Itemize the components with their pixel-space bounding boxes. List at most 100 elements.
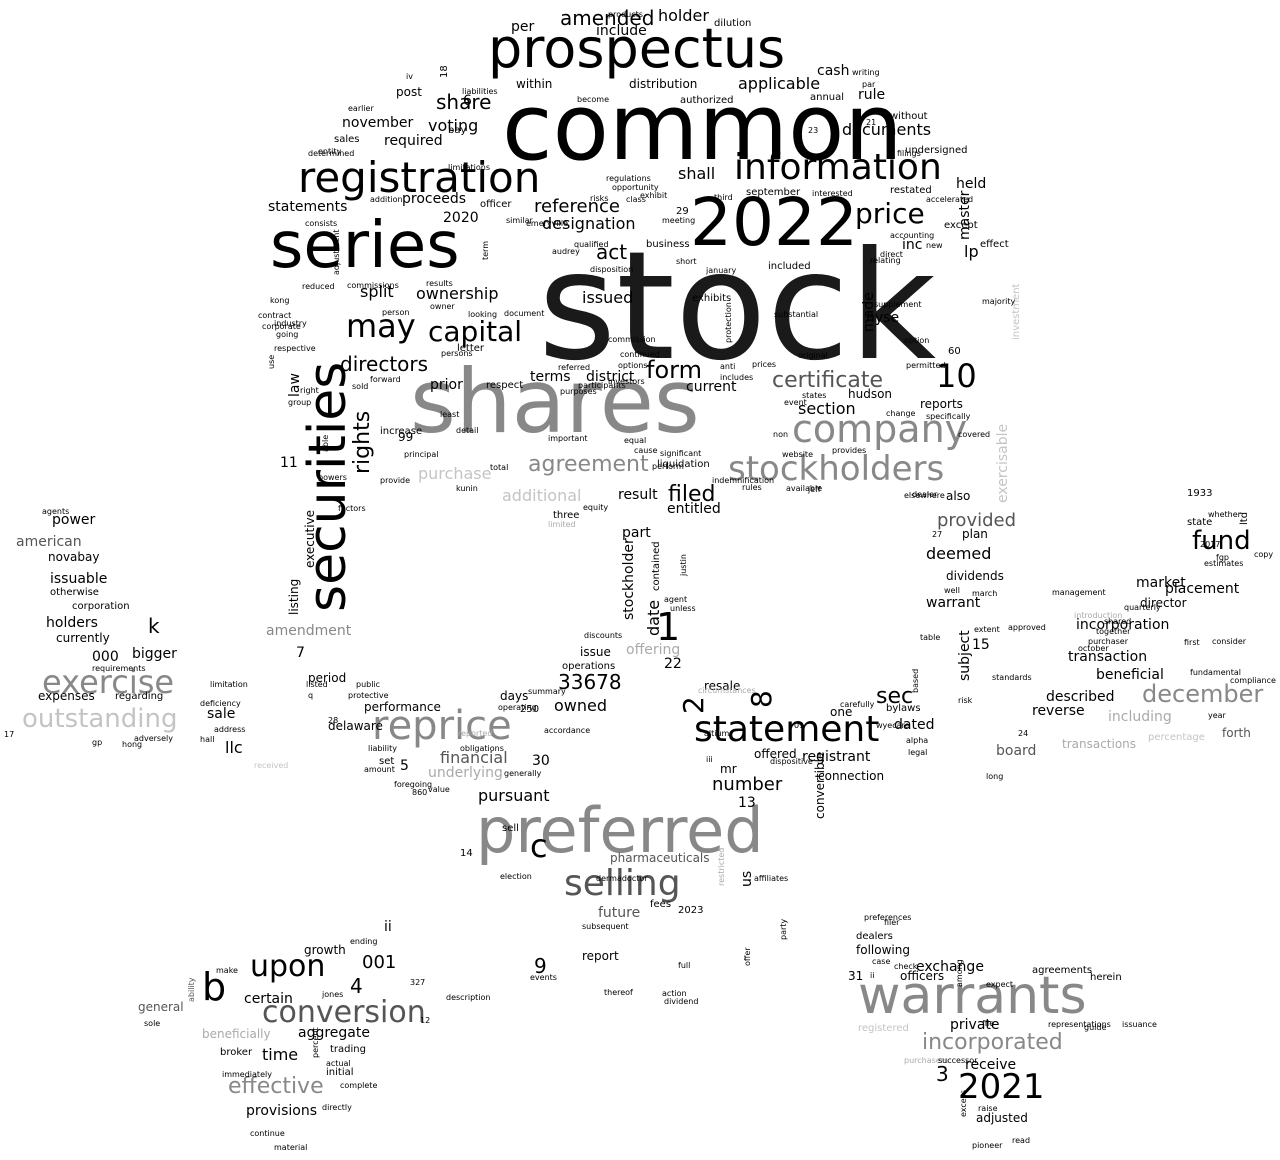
cloud-word: registration: [298, 153, 541, 202]
cloud-word: incorporation: [1076, 617, 1170, 633]
cloud-word: contained: [651, 541, 662, 591]
cloud-word: dividends: [946, 569, 1004, 583]
cloud-word: nyse: [866, 310, 900, 326]
cloud-word: non: [773, 430, 789, 439]
cloud-word: growth: [304, 943, 346, 957]
cloud-word: actual: [326, 1059, 351, 1068]
cloud-word: aggregate: [298, 1025, 370, 1041]
cloud-word: 15: [972, 637, 990, 653]
cloud-word: 60: [948, 346, 961, 357]
cloud-word: reduced: [302, 282, 335, 291]
cloud-word: 250: [520, 704, 540, 715]
cloud-word: class: [626, 195, 646, 204]
cloud-word: received: [254, 761, 289, 770]
cloud-word: statement: [694, 709, 880, 750]
cloud-word: provides: [832, 446, 867, 455]
cloud-word: 860: [412, 788, 428, 797]
cloud-word: upon: [250, 949, 326, 984]
cloud-word: ii: [384, 919, 392, 935]
cloud-word: respective: [274, 344, 316, 353]
cloud-word: one: [830, 705, 853, 719]
cloud-word: described: [1046, 689, 1115, 705]
cloud-word: 2020: [443, 210, 479, 226]
cloud-word: reported: [458, 729, 493, 738]
cloud-word: sold: [352, 382, 369, 391]
cloud-word: factors: [338, 504, 366, 513]
cloud-word: resale: [704, 679, 741, 693]
cloud-word: respect: [486, 380, 524, 391]
cloud-word: continued: [620, 350, 660, 359]
cloud-word: amendment: [266, 623, 352, 639]
cloud-word: dilution: [714, 18, 752, 29]
cloud-word: 22: [664, 656, 682, 672]
cloud-word: officers: [900, 969, 945, 983]
cloud-word: 7: [296, 645, 305, 661]
cloud-word: summary: [528, 687, 566, 696]
cloud-word: dealers: [856, 931, 893, 942]
cloud-word: among: [955, 959, 964, 987]
cloud-word: october: [1078, 644, 1109, 653]
cloud-word: date: [644, 599, 663, 636]
cloud-word: registered: [858, 1023, 909, 1034]
cloud-word: includes: [720, 373, 754, 382]
cloud-word: increase: [380, 426, 423, 437]
cloud-word: designation: [542, 214, 636, 233]
cloud-word: carefully: [840, 700, 875, 709]
cloud-word: additional: [502, 486, 582, 505]
cloud-word: par: [862, 80, 876, 89]
cloud-word: cause: [634, 446, 658, 455]
cloud-word: restated: [890, 185, 932, 196]
cloud-word: otherwise: [50, 587, 99, 598]
cloud-word: holders: [46, 615, 98, 631]
cloud-word: stockholders: [728, 449, 945, 489]
cloud-word: accordance: [544, 726, 591, 735]
cloud-word: held: [956, 176, 987, 192]
cloud-word: officer: [480, 199, 512, 210]
cloud-word: 9: [534, 954, 547, 978]
cloud-word: applicable: [738, 74, 821, 93]
cloud-word: board: [996, 743, 1037, 759]
cloud-word: limitations: [448, 163, 490, 172]
cloud-word: company: [792, 407, 968, 451]
cloud-word: may: [346, 307, 416, 345]
cloud-word: opportunity: [612, 183, 659, 192]
cloud-word: legal: [908, 748, 928, 757]
cloud-word: certain: [244, 991, 293, 1007]
cloud-word: result: [618, 487, 658, 503]
cloud-word: altium: [704, 729, 730, 738]
cloud-word: management: [1052, 588, 1106, 597]
cloud-word: part: [622, 525, 651, 541]
cloud-word: letter: [457, 343, 485, 354]
cloud-word: generally: [504, 769, 542, 778]
cloud-word: terms: [530, 369, 571, 385]
cloud-word: q: [308, 691, 314, 700]
cloud-word: estimates: [1204, 559, 1244, 568]
cloud-word: september: [746, 187, 801, 198]
cloud-word: approved: [1008, 623, 1046, 632]
cloud-word: excess: [959, 1089, 968, 1117]
cloud-word: iii: [706, 755, 713, 764]
cloud-word: jones: [322, 990, 344, 999]
cloud-word: event: [784, 398, 807, 407]
cloud-word: 2022: [690, 184, 858, 261]
cloud-word: offer: [743, 947, 752, 966]
cloud-word: representations: [1048, 1020, 1111, 1029]
cloud-word: description: [446, 993, 491, 1002]
cloud-word: per: [511, 19, 535, 35]
cloud-word: required: [384, 133, 443, 149]
cloud-word: us: [739, 870, 755, 887]
cloud-word: year: [1208, 711, 1226, 720]
cloud-word: incorporated: [922, 1030, 1063, 1055]
cloud-word: accounting: [890, 231, 935, 240]
cloud-word: extent: [974, 625, 1000, 634]
cloud-word: powers: [318, 473, 347, 482]
cloud-word: contract: [258, 311, 292, 320]
cloud-word: risk: [958, 696, 973, 705]
cloud-word: exchange: [916, 959, 984, 975]
cloud-word: quarterly: [1124, 603, 1161, 612]
cloud-word: sec: [876, 684, 914, 709]
cloud-word: right: [300, 386, 319, 395]
cloud-word: expect: [986, 980, 1014, 989]
cloud-word: 2021: [958, 1067, 1045, 1107]
cloud-word: forward: [370, 375, 401, 384]
